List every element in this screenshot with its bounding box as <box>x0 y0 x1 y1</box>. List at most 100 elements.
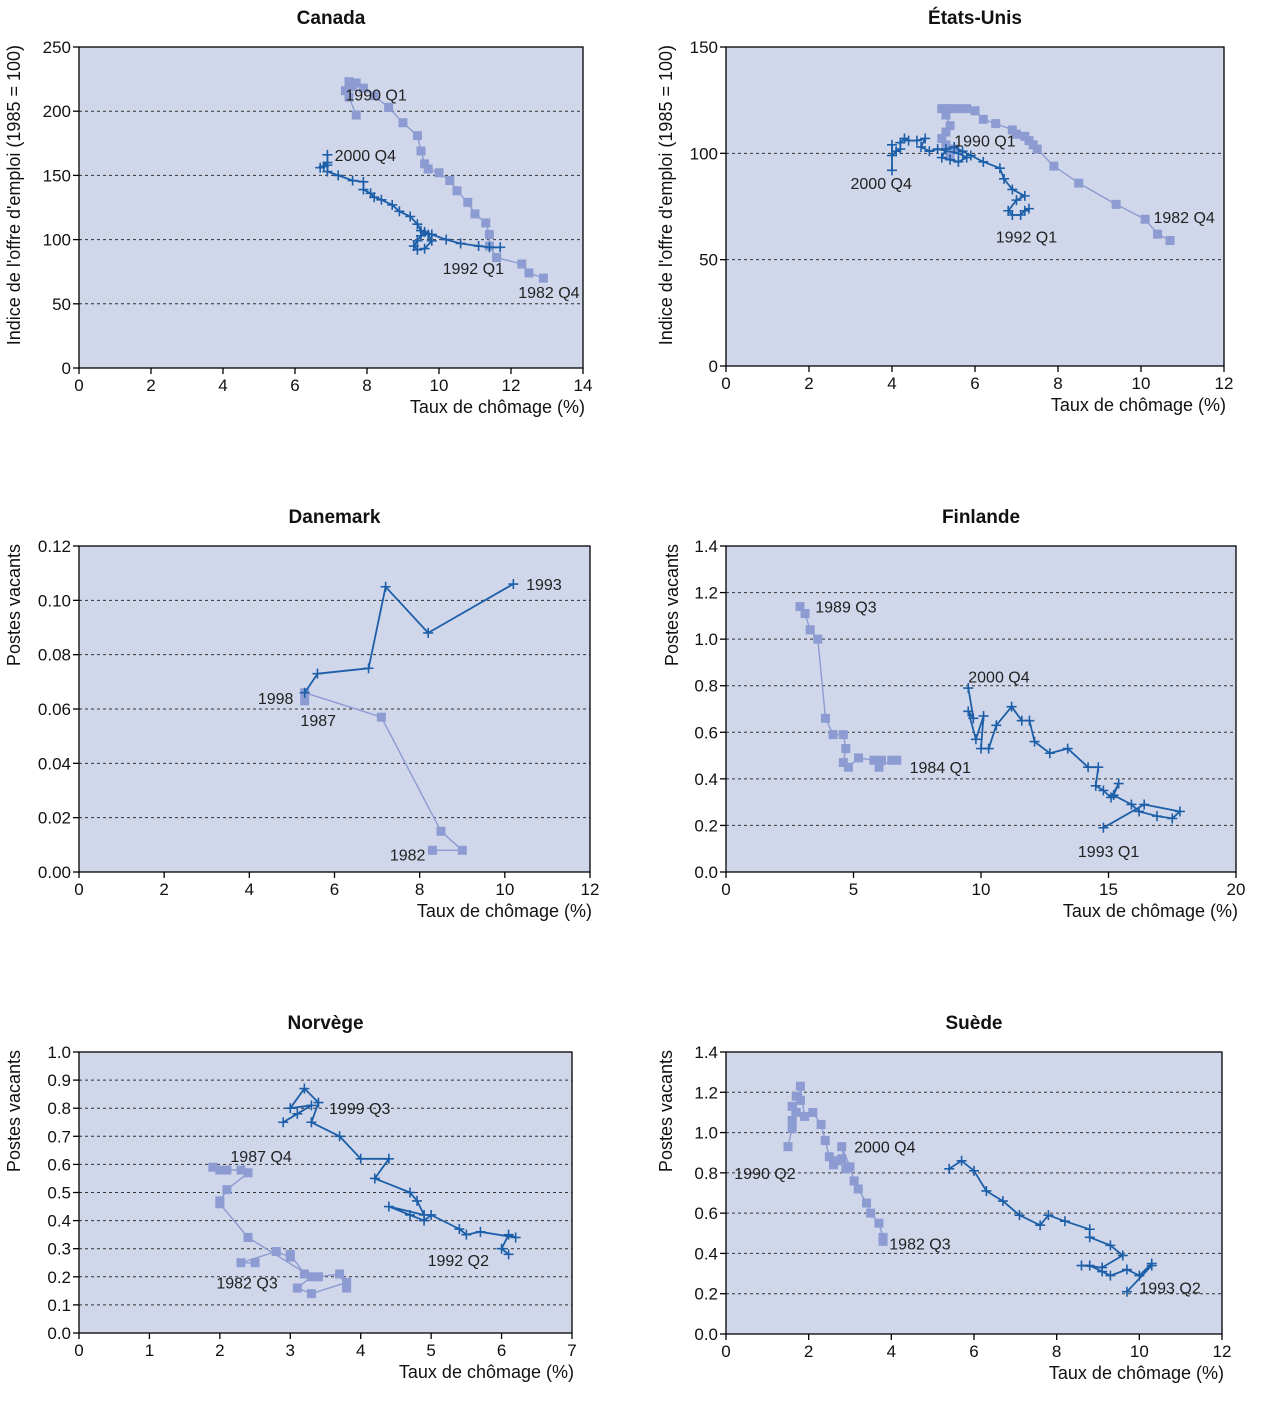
data-point <box>1097 1262 1108 1273</box>
data-point <box>1165 236 1175 246</box>
data-point <box>953 104 963 114</box>
data-point <box>420 159 430 169</box>
data-point <box>999 173 1010 184</box>
data-point <box>795 1095 805 1105</box>
data-point <box>1111 199 1121 209</box>
x-axis-label: Taux de chômage (%) <box>1051 395 1226 415</box>
data-annotation: 1982 <box>390 847 426 864</box>
data-point <box>787 1101 797 1111</box>
data-point <box>978 156 989 167</box>
x-tick-label: 6 <box>290 376 299 395</box>
data-point <box>862 1198 872 1208</box>
data-point <box>416 146 426 156</box>
data-point <box>299 687 310 698</box>
x-tick-label: 20 <box>1227 880 1246 899</box>
y-tick-label: 0.6 <box>47 1155 71 1174</box>
y-tick-label: 0.8 <box>694 1164 718 1183</box>
data-point <box>805 625 815 635</box>
y-axis-label: Postes vacants <box>4 544 24 666</box>
series-crosses <box>299 579 519 698</box>
y-tick-label: 50 <box>52 295 71 314</box>
data-point <box>312 668 323 679</box>
series-squares <box>783 1081 888 1246</box>
data-point <box>347 175 358 186</box>
data-point <box>463 197 473 207</box>
data-point <box>380 581 391 592</box>
data-point <box>292 1283 302 1293</box>
data-point <box>1151 811 1162 822</box>
data-annotation: 1992 Q1 <box>443 261 504 278</box>
data-point <box>945 121 955 131</box>
y-tick-label: 0.9 <box>47 1071 71 1090</box>
data-point <box>423 627 434 638</box>
data-point <box>1126 799 1137 810</box>
y-tick-label: 100 <box>690 144 718 163</box>
data-point <box>387 199 398 210</box>
data-point <box>436 826 446 836</box>
data-point <box>945 154 956 165</box>
data-point <box>963 683 974 694</box>
data-point <box>335 1269 345 1279</box>
panel-1: 0 50 100 150 0 2 4 6 8 10 12 États-Unis Taux de chôm… <box>656 7 1233 415</box>
data-point <box>358 176 369 187</box>
data-point <box>405 1187 416 1198</box>
x-tick-label: 0 <box>721 1342 730 1361</box>
data-point <box>236 1165 246 1175</box>
data-point <box>949 141 960 152</box>
data-point <box>1121 1264 1132 1275</box>
y-tick-label: 1.4 <box>694 537 718 556</box>
data-point <box>920 133 931 144</box>
data-point <box>473 241 484 252</box>
x-tick-label: 4 <box>887 1342 896 1361</box>
y-tick-label: 1.2 <box>694 584 718 603</box>
series-line <box>967 687 1181 829</box>
x-tick-label: 7 <box>567 1341 576 1360</box>
data-point <box>837 1142 847 1152</box>
data-point <box>306 1117 317 1128</box>
data-point <box>1121 1286 1132 1297</box>
y-tick-label: 0 <box>709 357 718 376</box>
data-annotation: 1982 Q3 <box>889 1236 950 1253</box>
data-point <box>412 235 423 246</box>
data-point <box>970 106 980 116</box>
data-point <box>1074 178 1084 188</box>
data-point <box>843 762 853 772</box>
data-point <box>887 165 897 176</box>
y-tick-label: 1.0 <box>694 630 718 649</box>
x-tick-label: 10 <box>972 880 991 899</box>
y-tick-label: 1.0 <box>694 1124 718 1143</box>
data-point <box>965 150 976 161</box>
data-point <box>503 1249 514 1260</box>
y-axis-label: Postes vacants <box>662 544 682 666</box>
x-tick-label: 8 <box>1053 374 1062 393</box>
data-point <box>278 1117 289 1128</box>
data-point <box>800 609 810 619</box>
y-tick-label: 0.12 <box>38 537 71 556</box>
data-point <box>944 1163 955 1174</box>
data-point <box>899 133 910 144</box>
data-point <box>997 1196 1008 1207</box>
x-tick-label: 6 <box>497 1341 506 1360</box>
data-annotation: 1993 Q1 <box>1078 844 1139 861</box>
panel-3: 0.0 0.2 0.4 0.6 0.8 1.0 1.2 1.4 0 5 10 15 20 Finlande… <box>662 507 1245 921</box>
data-point <box>895 144 906 155</box>
y-tick-label: 0.08 <box>38 646 71 665</box>
data-point <box>1059 1216 1070 1227</box>
data-point <box>1134 1270 1145 1281</box>
data-point <box>813 634 823 644</box>
data-annotation: 1989 Q3 <box>815 600 876 617</box>
data-point <box>816 1120 826 1130</box>
x-tick-label: 0 <box>721 374 730 393</box>
series-crosses <box>278 1083 521 1260</box>
data-point <box>941 110 951 120</box>
series-squares <box>208 1162 352 1299</box>
x-tick-label: 2 <box>804 1342 813 1361</box>
y-tick-label: 0.0 <box>694 863 718 882</box>
plot-area <box>726 546 1236 872</box>
data-point <box>1035 1220 1046 1231</box>
y-tick-label: 1.2 <box>694 1083 718 1102</box>
data-point <box>484 229 494 239</box>
data-point <box>517 259 527 269</box>
series-crosses <box>315 149 506 255</box>
data-point <box>481 218 491 228</box>
